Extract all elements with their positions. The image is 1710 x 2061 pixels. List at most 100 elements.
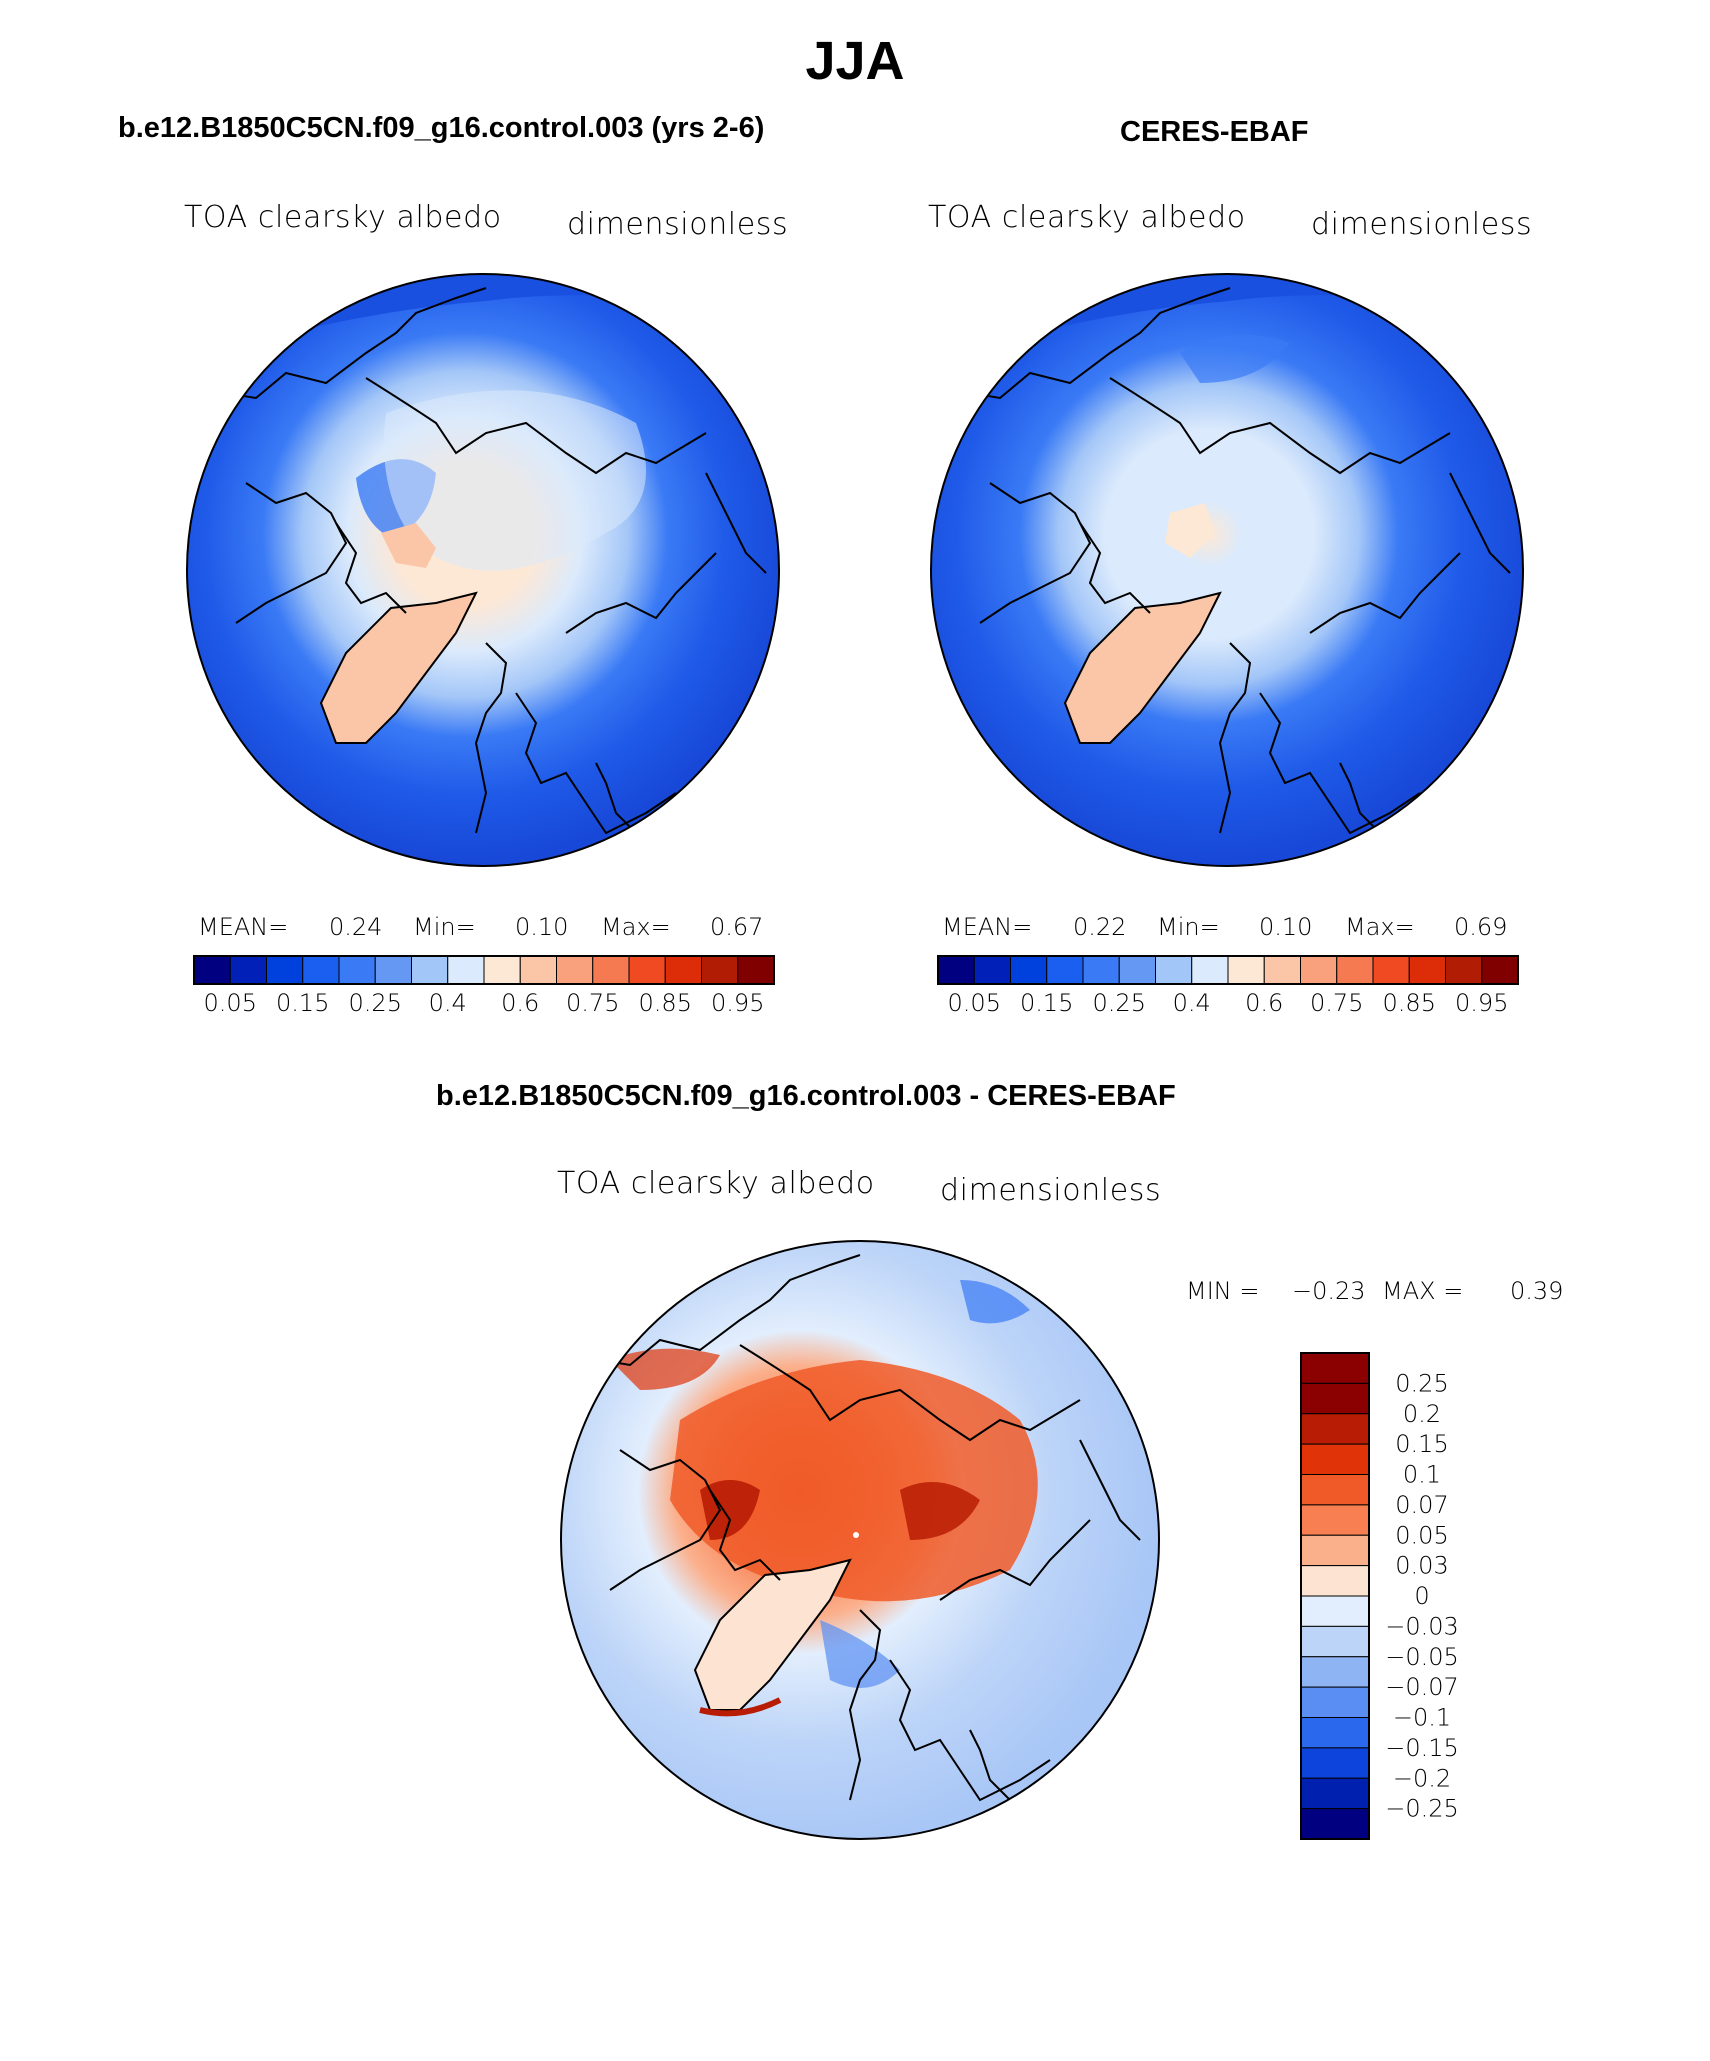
colorbar-tick-label: −0.1	[1393, 1704, 1451, 1732]
colorbar-swatch	[338, 955, 376, 985]
colorbar-swatch	[266, 955, 304, 985]
colorbar-swatch	[1300, 1717, 1370, 1749]
colorbar-swatch	[1336, 955, 1374, 985]
colorbar-tick-label: −0.05	[1385, 1643, 1459, 1671]
colorbar-tick-label: 0.75	[1310, 989, 1363, 1015]
colorbar-swatch	[592, 955, 630, 985]
page-title: JJA	[805, 31, 905, 91]
colorbar-tick-label: 0.95	[711, 989, 764, 1015]
map-border	[186, 273, 780, 867]
colorbar-swatch	[1372, 955, 1410, 985]
colorbar-swatch	[1010, 955, 1048, 985]
colorbar-tick-label: 0.75	[566, 989, 619, 1015]
colorbar-tick-label: 0.85	[639, 989, 692, 1015]
panel-3-map	[560, 1240, 1160, 1840]
colorbar-tick-label: 0.1	[1403, 1461, 1441, 1489]
colorbar-frame	[1300, 1352, 1370, 1840]
colorbar-swatch	[664, 955, 702, 985]
colorbar-tick-label: 0.4	[429, 989, 467, 1015]
colorbar-tick-label: 0.25	[349, 989, 402, 1015]
panel-3-colorbar: 0.250.20.150.10.070.050.030−0.03−0.05−0.…	[1300, 1352, 1459, 1840]
colorbar-swatch	[1155, 955, 1193, 985]
colorbar-tick-label: 0.6	[501, 989, 539, 1015]
colorbar-tick-label: 0.6	[1245, 989, 1283, 1015]
panel-3-max-value: 0.39	[1510, 1277, 1564, 1305]
difference-field	[960, 1280, 1030, 1324]
panel-2-variable: TOA clearsky albedo	[928, 200, 1246, 235]
colorbar-swatch	[193, 955, 231, 985]
colorbar-swatch	[447, 955, 485, 985]
panel-2-max-value: 0.69	[1454, 913, 1508, 941]
map-border	[560, 1240, 1160, 1840]
colorbar-tick-label: −0.03	[1385, 1612, 1459, 1640]
colorbar-swatch	[1300, 1565, 1370, 1597]
difference-field	[699, 1697, 782, 1717]
colorbar-tick-label: 0.05	[204, 989, 257, 1015]
colorbar-swatch	[737, 955, 775, 985]
colorbar-tick-label: 0.15	[276, 989, 329, 1015]
panel-3-min-value: −0.23	[1292, 1277, 1366, 1305]
colorbar-tick-label: 0.95	[1455, 989, 1508, 1015]
colorbar-tick-label: 0	[1414, 1582, 1429, 1610]
colorbar-tick-label: 0.15	[1020, 989, 1073, 1015]
albedo-field	[1165, 503, 1215, 558]
map-border	[930, 273, 1524, 867]
colorbar-tick-label: 0.07	[1395, 1491, 1448, 1519]
panel-3-max-label: MAX =	[1382, 1277, 1464, 1305]
colorbar-swatch	[1300, 1474, 1370, 1506]
colorbar-frame	[937, 955, 1519, 985]
panel-1-max-label: Max=	[601, 913, 671, 941]
colorbar-tick-label: 0.05	[948, 989, 1001, 1015]
panel-1-units: dimensionless	[567, 207, 789, 242]
north-pole-marker	[853, 1532, 859, 1538]
panel-3-units: dimensionless	[940, 1173, 1162, 1208]
panel-1-heading: b.e12.B1850C5CN.f09_g16.control.003 (yrs…	[118, 112, 765, 144]
colorbar-swatch	[1300, 1413, 1370, 1445]
colorbar-tick-label: −0.15	[1385, 1734, 1459, 1762]
colorbar-swatch	[1300, 1504, 1370, 1536]
colorbar-swatch	[519, 955, 557, 985]
panel-2-heading: CERES-EBAF	[1120, 116, 1309, 148]
colorbar-swatch	[1300, 1534, 1370, 1567]
albedo-field	[384, 390, 646, 571]
colorbar-swatch	[1300, 1656, 1370, 1688]
panel-2-colorbar: 0.05 0.15 0.25 0.4 0.6 0.75 0.85 0.95	[937, 955, 1519, 1015]
panel-1-mean-label: MEAN=	[198, 913, 289, 941]
colorbar-swatch	[1300, 1625, 1370, 1658]
colorbar-tick-label: 0.05	[1395, 1521, 1448, 1549]
difference-field	[670, 1360, 1038, 1602]
difference-field	[900, 1482, 980, 1540]
colorbar-swatch	[1300, 1777, 1370, 1810]
colorbar-tick-label: −0.2	[1393, 1764, 1451, 1792]
panel-1-map	[186, 273, 780, 867]
panel-3-heading: b.e12.B1850C5CN.f09_g16.control.003 - CE…	[436, 1080, 1176, 1112]
colorbar-swatch	[1300, 1747, 1370, 1779]
colorbar-swatch	[701, 955, 739, 985]
colorbar-tick-label: 0.2	[1403, 1400, 1441, 1428]
colorbar-tick-label: 0.4	[1173, 989, 1211, 1015]
colorbar-swatch	[1481, 955, 1519, 985]
panel-2-units: dimensionless	[1311, 207, 1533, 242]
panel-1-colorbar: 0.05 0.15 0.25 0.4 0.6 0.75 0.85 0.95	[193, 955, 775, 1015]
panel-2-min-label: Min=	[1157, 913, 1220, 941]
colorbar-tick-label: −0.25	[1385, 1795, 1459, 1823]
colorbar-swatch	[1300, 1595, 1370, 1627]
colorbar-tick-label: 0.15	[1395, 1430, 1448, 1458]
coastlines	[187, 287, 767, 835]
albedo-field	[381, 523, 436, 568]
colorbar-swatch	[1300, 1686, 1370, 1718]
colorbar-tick-label: 0.25	[1093, 989, 1146, 1015]
panel-3-min-label: MIN =	[1186, 1277, 1260, 1305]
panel-1-mean-value: 0.24	[329, 913, 383, 941]
colorbar-swatch	[1445, 955, 1483, 985]
greenland-landmass	[693, 1558, 852, 1711]
panel-1-variable: TOA clearsky albedo	[184, 200, 502, 235]
colorbar-tick-label: 0.85	[1383, 989, 1436, 1015]
difference-field	[700, 1480, 760, 1540]
difference-field	[820, 1620, 900, 1688]
panel-1-max-value: 0.67	[710, 913, 764, 941]
colorbar-swatch	[1191, 955, 1229, 985]
colorbar-swatch	[628, 955, 666, 985]
colorbar-swatch	[1227, 955, 1265, 985]
colorbar-swatch	[229, 955, 267, 985]
